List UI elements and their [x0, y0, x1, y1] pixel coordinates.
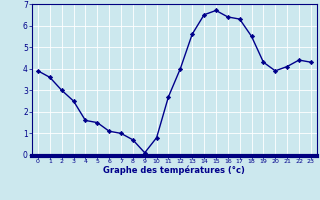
X-axis label: Graphe des températures (°c): Graphe des températures (°c)	[103, 166, 245, 175]
